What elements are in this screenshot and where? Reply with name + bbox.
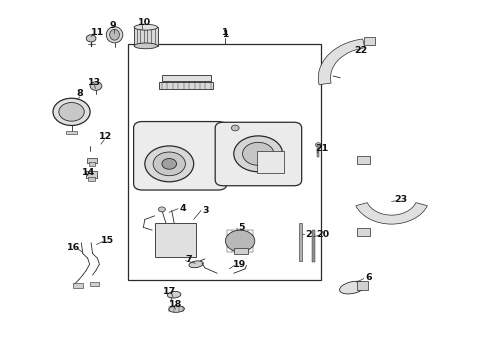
Text: 1: 1 [222, 30, 228, 39]
Circle shape [59, 103, 84, 121]
Bar [86, 171, 97, 178]
Text: 15: 15 [100, 237, 114, 246]
Wedge shape [318, 39, 365, 85]
Ellipse shape [168, 292, 181, 298]
Text: 16: 16 [67, 243, 81, 252]
Text: 1: 1 [222, 28, 229, 37]
Text: 7: 7 [186, 255, 192, 264]
Circle shape [162, 158, 176, 169]
Bar [89, 162, 96, 166]
Circle shape [159, 207, 165, 212]
Wedge shape [356, 203, 427, 224]
Bar [155, 223, 196, 257]
Text: 18: 18 [169, 300, 182, 309]
Bar [90, 282, 99, 286]
Text: 11: 11 [91, 28, 104, 37]
Bar [159, 82, 213, 89]
Circle shape [153, 152, 185, 176]
Text: 5: 5 [238, 223, 245, 232]
Ellipse shape [189, 261, 203, 268]
Text: 20: 20 [317, 230, 330, 239]
Bar [234, 248, 248, 254]
Text: 6: 6 [366, 273, 372, 282]
Text: 14: 14 [82, 168, 95, 177]
Text: 10: 10 [138, 18, 151, 27]
Bar [357, 282, 368, 291]
Circle shape [225, 230, 255, 252]
Bar [162, 75, 211, 81]
Circle shape [145, 146, 194, 182]
Text: 19: 19 [233, 260, 246, 269]
Text: 4: 4 [179, 204, 186, 213]
Circle shape [243, 142, 274, 165]
Bar [128, 44, 321, 280]
Bar [313, 230, 315, 262]
Bar [73, 283, 83, 288]
Bar [299, 223, 302, 261]
Circle shape [86, 35, 96, 42]
Bar [364, 37, 375, 45]
Text: 9: 9 [110, 21, 117, 30]
Bar [357, 156, 369, 164]
Bar [318, 146, 319, 157]
Ellipse shape [134, 24, 158, 30]
Ellipse shape [106, 27, 123, 43]
Text: 12: 12 [99, 132, 112, 141]
Bar [88, 177, 96, 181]
Text: 2: 2 [305, 230, 312, 239]
Bar [87, 158, 98, 163]
Text: 21: 21 [316, 144, 329, 153]
Text: 22: 22 [355, 46, 368, 55]
Ellipse shape [169, 306, 184, 312]
Circle shape [231, 125, 239, 131]
Ellipse shape [110, 30, 120, 40]
Bar [257, 151, 284, 173]
Bar [357, 228, 369, 235]
Text: 23: 23 [394, 195, 407, 204]
FancyBboxPatch shape [134, 122, 227, 190]
Ellipse shape [340, 281, 366, 294]
Text: 13: 13 [88, 78, 101, 87]
FancyBboxPatch shape [215, 122, 302, 186]
Text: 17: 17 [163, 287, 176, 296]
Bar [66, 131, 77, 134]
Text: 8: 8 [76, 89, 83, 98]
Circle shape [234, 136, 283, 172]
Text: 3: 3 [203, 206, 209, 215]
Circle shape [316, 143, 321, 147]
Circle shape [53, 98, 90, 126]
Ellipse shape [134, 43, 158, 49]
Circle shape [90, 82, 102, 90]
Bar [134, 27, 158, 46]
